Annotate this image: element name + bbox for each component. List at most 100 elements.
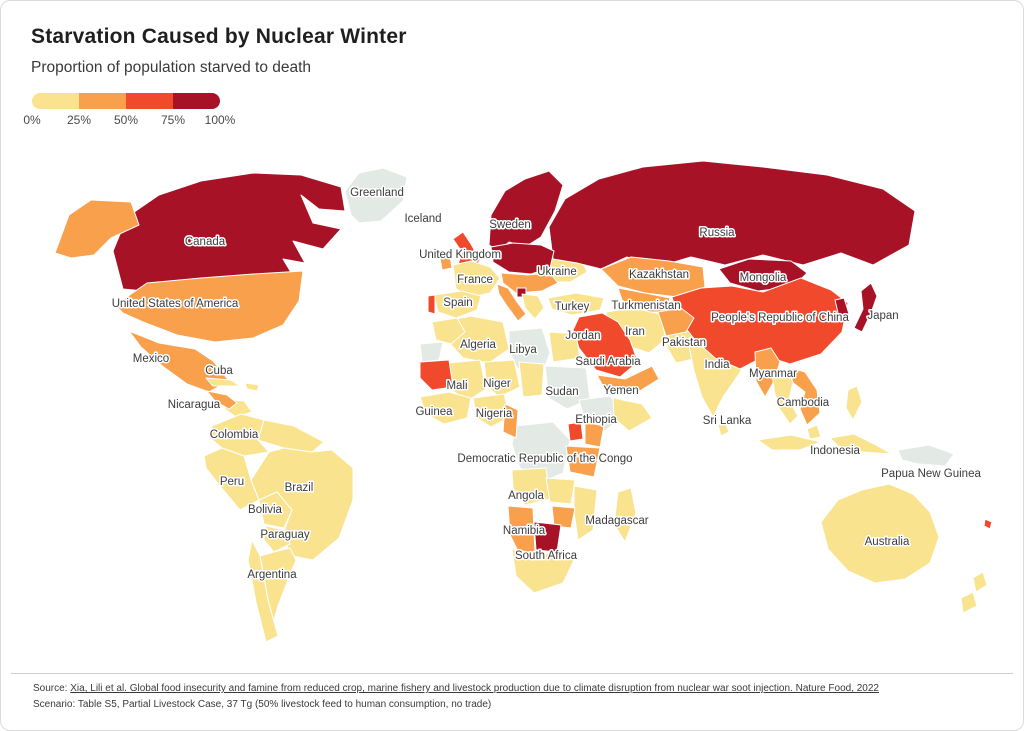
country-label-people-s-republic-of-china: People's Republic of China	[711, 312, 849, 324]
legend-tick-labels: 0% 25% 50% 75% 100%	[23, 113, 235, 129]
region-portugal	[427, 294, 436, 315]
country-label-japan: Japan	[867, 310, 898, 322]
country-label-yemen: Yemen	[603, 385, 638, 397]
region-philippines	[845, 385, 863, 421]
country-label-turkmenistan: Turkmenistan	[611, 300, 680, 312]
region-zambia	[545, 477, 576, 505]
region-cuba	[205, 377, 241, 387]
region-new-zealand	[960, 591, 978, 614]
country-label-jordan: Jordan	[565, 330, 600, 342]
region-bolivia	[258, 491, 293, 529]
country-label-angola: Angola	[508, 490, 544, 502]
region-south-africa	[511, 548, 575, 594]
region-korea	[834, 297, 850, 318]
region-indonesia	[829, 433, 893, 455]
region-turkey	[547, 292, 605, 316]
region-nigeria	[472, 393, 511, 428]
country-label-mali: Mali	[446, 380, 467, 392]
region-indonesia	[806, 424, 822, 440]
region-greece-and-balkans	[521, 293, 545, 320]
region-botswana	[533, 521, 562, 553]
legend-tick-label: 100%	[204, 113, 236, 127]
region-egypt	[548, 331, 581, 363]
source-prefix: Source:	[33, 683, 71, 694]
legend-tick-label: 75%	[160, 113, 186, 127]
region-papua-new-guinea	[897, 444, 955, 467]
region-cambodia	[791, 367, 821, 426]
region-new-caledonia	[983, 518, 993, 530]
color-legend: 0% 25% 50% 75% 100%	[23, 93, 235, 129]
region-somalia	[612, 397, 653, 432]
region-thailand	[771, 367, 799, 425]
region-alaska-usa	[54, 199, 140, 259]
country-label-iceland: Iceland	[404, 213, 441, 225]
country-label-indonesia: Indonesia	[810, 445, 860, 457]
legend-tick-label: 50%	[113, 113, 139, 127]
region-greenland	[344, 167, 408, 224]
country-label-greenland: Greenland	[350, 187, 404, 199]
region-spain	[433, 290, 482, 319]
region-germany-poland-belarus	[490, 242, 555, 275]
country-label-cambodia: Cambodia	[777, 397, 830, 409]
country-label-cuba: Cuba	[205, 365, 233, 377]
region-russia	[548, 160, 916, 270]
country-label-algeria: Algeria	[460, 339, 496, 351]
country-label-namibia: Namibia	[503, 525, 546, 537]
country-label-libya: Libya	[509, 344, 537, 356]
country-label-ethiopia: Ethiopia	[575, 414, 617, 426]
region-italy	[496, 283, 527, 322]
region-ethiopia	[578, 395, 625, 432]
region-western-sahara	[419, 341, 444, 363]
country-label-niger: Niger	[483, 378, 511, 390]
region-angola	[511, 467, 551, 506]
country-label-colombia: Colombia	[210, 429, 259, 441]
country-label-australia: Australia	[865, 536, 910, 548]
country-label-turkey: Turkey	[555, 301, 590, 313]
country-label-democratic-republic-of-the-congo: Democratic Republic of the Congo	[457, 453, 632, 465]
country-label-guinea: Guinea	[415, 406, 453, 418]
country-label-myanmar: Myanmar	[749, 368, 797, 380]
region-ireland	[439, 255, 453, 271]
country-label-spain: Spain	[443, 297, 472, 309]
scenario-line: Scenario: Table S5, Partial Livestock Ca…	[33, 699, 492, 710]
region-kazakhstan	[600, 256, 706, 298]
source-citation-link[interactable]: Xia, Lili et al. Global food insecurity …	[70, 683, 879, 694]
country-label-kazakhstan: Kazakhstan	[629, 269, 689, 281]
source-line: Source: Xia, Lili et al. Global food ins…	[33, 683, 879, 694]
legend-tick-label: 25%	[66, 113, 92, 127]
region-afghanistan	[657, 307, 695, 337]
country-label-argentina: Argentina	[247, 569, 297, 581]
region-hispaniola	[244, 382, 260, 392]
legend-swatch	[126, 93, 173, 109]
country-label-pakistan: Pakistan	[662, 337, 706, 349]
region-central-europe	[500, 272, 559, 294]
country-label-nigeria: Nigeria	[476, 408, 513, 420]
page-subtitle: Proportion of population starved to deat…	[31, 59, 312, 76]
region-uganda	[567, 421, 584, 442]
region-japan	[853, 282, 878, 333]
country-label-iran: Iran	[625, 326, 645, 338]
region-france	[452, 260, 501, 298]
country-label-mongolia: Mongolia	[740, 272, 787, 284]
legend-swatch	[32, 93, 79, 109]
region-australia	[820, 483, 940, 584]
footer-divider	[11, 673, 1013, 674]
region-tanzania	[565, 445, 601, 478]
country-label-madagascar: Madagascar	[585, 515, 648, 527]
legend-tick-label: 0%	[23, 113, 41, 127]
country-label-papua-new-guinea: Papua New Guinea	[881, 468, 981, 480]
region-paraguay	[263, 525, 291, 553]
country-label-saudi-arabia: Saudi Arabia	[575, 356, 641, 368]
region-cameroon-gabon	[502, 403, 519, 439]
country-label-mexico: Mexico	[133, 353, 169, 365]
legend-color-bar	[32, 93, 220, 109]
region-new-zealand	[972, 571, 988, 593]
country-label-united-kingdom: United Kingdom	[419, 249, 501, 261]
region-yemen	[596, 365, 660, 395]
region-chad	[518, 361, 545, 398]
country-label-sweden: Sweden	[489, 219, 531, 231]
region-madagascar	[613, 487, 637, 543]
country-label-south-africa: South Africa	[515, 550, 578, 562]
